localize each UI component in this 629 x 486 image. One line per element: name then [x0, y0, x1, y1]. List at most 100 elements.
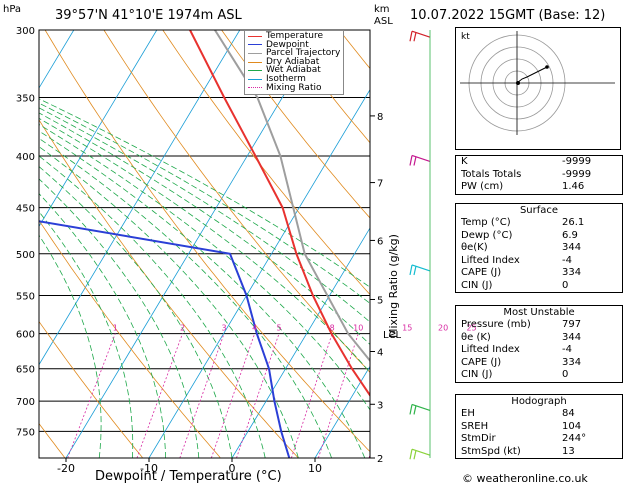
wet-adiabat [39, 107, 370, 323]
unstable-row: CIN (J) 0 [456, 369, 622, 382]
mixing-ratio-line [318, 333, 359, 458]
unstable-value: 334 [562, 356, 582, 368]
surface-row: Lifted Index -4 [456, 255, 622, 268]
x-tick-label: 10 [308, 462, 322, 475]
legend-entry: Dewpoint [248, 39, 340, 50]
location-title: 39°57'N 41°10'E 1974m ASL [55, 8, 242, 23]
mixing-ratio-label: 20 [438, 324, 448, 333]
mixing-ratio-label: 10 [353, 324, 363, 333]
surface-value: -4 [562, 254, 572, 266]
unstable-value: 0 [562, 369, 569, 380]
hodo-label: EH [461, 408, 475, 419]
legend-entry: Temperature [248, 32, 340, 41]
wet-adiabat [39, 234, 102, 458]
lcl-label: LCL [383, 330, 402, 341]
wet-adiabat [39, 123, 370, 411]
unstable-value: -4 [562, 344, 572, 355]
pressure-tick-label: 400 [16, 152, 35, 163]
unstable-label: θe (K) [461, 331, 491, 343]
dry-adiabat [221, 30, 370, 219]
hodo-value: 104 [562, 420, 582, 432]
index-value: -9999 [562, 156, 592, 167]
km-tick-label: 7 [377, 179, 383, 190]
hodo-label: StmDir [461, 433, 496, 444]
x-tick-label: -10 [140, 462, 158, 475]
pressure-tick-label: 350 [16, 94, 35, 105]
index-row: Totals Totals -9999 [456, 169, 622, 182]
wet-adiabat [39, 130, 366, 458]
mixing-ratio-label: 5 [276, 324, 281, 333]
wet-adiabat [39, 146, 299, 458]
km-tick-label: 4 [377, 348, 383, 359]
index-value: -9999 [562, 168, 592, 180]
unstable-label: CIN (J) [461, 369, 493, 380]
credit: © weatheronline.co.uk [462, 472, 588, 485]
km-tick-label: 2 [377, 454, 383, 465]
index-value: 1.46 [562, 181, 585, 192]
wind-barb [409, 264, 431, 276]
unstable-label: CAPE (J) [461, 356, 502, 368]
hodo-row: EH 84 [456, 408, 622, 421]
wind-barb [409, 448, 431, 460]
legend-entry: Mixing Ratio [248, 82, 340, 93]
wet-adiabat [39, 155, 266, 458]
index-row: PW (cm) 1.46 [456, 181, 622, 194]
mixing-ratio-line [67, 333, 116, 458]
wet-adiabat [39, 117, 370, 374]
unstable-label: Lifted Index [461, 344, 520, 355]
mixing-ratio-label: 8 [330, 324, 335, 333]
surface-row: Temp (°C) 26.1 [456, 217, 622, 230]
hodo-label: StmSpd (kt) [461, 445, 521, 457]
legend-label: Mixing Ratio [266, 82, 322, 93]
dry-adiabat [103, 30, 370, 373]
x-tick-label: -20 [57, 462, 75, 475]
isotherm [148, 88, 370, 458]
dry-adiabat [44, 30, 370, 453]
legend-swatch [248, 44, 262, 46]
mixing-ratio-line [210, 333, 256, 458]
mixing-ratio-line [236, 333, 280, 458]
surface-row: θe(K) 344 [456, 242, 622, 255]
hodo-row: StmDir 244° [456, 433, 622, 446]
legend-entry: Isotherm [248, 75, 340, 84]
mixing-ratio-label: 4 [252, 324, 257, 333]
km-label: km [374, 4, 390, 15]
mixing-ratio-label: 2 [180, 324, 185, 333]
legend-entry: Wet Adiabat [248, 66, 340, 75]
wet-adiabat [39, 137, 332, 458]
hodo-row: SREH 104 [456, 421, 622, 434]
dry-adiabat [39, 320, 143, 458]
dry-adiabat [162, 30, 370, 296]
wet-adiabat [39, 98, 370, 288]
dry-adiabat [39, 219, 221, 458]
surface-value: 0 [562, 279, 569, 291]
pressure-tick-label: 750 [16, 427, 35, 438]
mixing-ratio-label: 25 [466, 324, 476, 333]
km-tick-label: 3 [377, 400, 383, 411]
surface-label: Dewp (°C) [461, 229, 513, 241]
hodo-value: 244° [562, 433, 587, 444]
hodograph: kt [455, 27, 621, 150]
x-axis-label: Dewpoint / Temperature (°C) [95, 469, 282, 484]
legend-swatch [248, 87, 262, 89]
surface-label: Lifted Index [461, 254, 520, 266]
isotherm [65, 30, 324, 458]
surface-row: CAPE (J) 334 [456, 267, 622, 280]
wet-adiabat [39, 102, 370, 304]
plot-frame [38, 29, 371, 459]
index-label: Totals Totals [461, 168, 522, 180]
surface-value: 6.9 [562, 229, 578, 241]
asl-label: ASL [374, 16, 393, 27]
mixing-ratio-line [368, 453, 370, 458]
surface-row: Dewp (°C) 6.9 [456, 230, 622, 243]
unstable-label: Pressure (mb) [461, 319, 531, 330]
legend-label: Dewpoint [266, 39, 309, 50]
isotherm [314, 365, 370, 458]
legend-label: Temperature [266, 31, 324, 41]
legend-swatch [248, 35, 262, 37]
wind-barb [409, 154, 431, 166]
isotherm [231, 227, 370, 458]
km-tick-label: 8 [377, 112, 383, 123]
hodo-label: SREH [461, 420, 489, 432]
unstable-panel: Most Unstable Pressure (mb) 797 θe (K) 344 L… [455, 305, 623, 383]
